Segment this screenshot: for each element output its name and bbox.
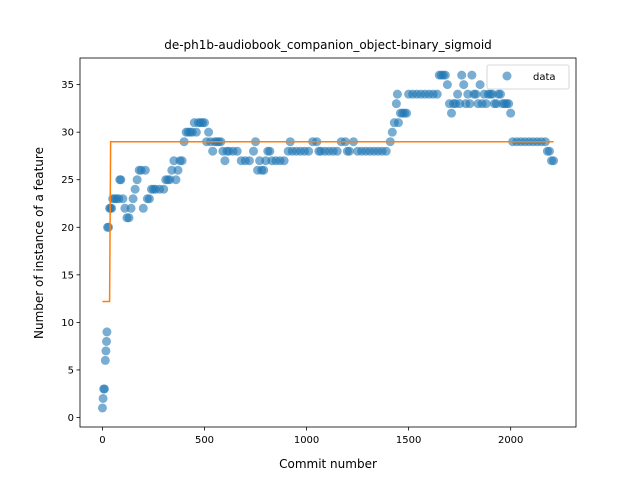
data-point [481, 99, 491, 109]
legend-marker [502, 71, 512, 81]
data-point [99, 384, 109, 394]
data-point [177, 156, 187, 166]
x-tick-label: 500 [195, 435, 214, 446]
data-point [471, 89, 481, 99]
data-point [259, 165, 269, 175]
data-point [495, 89, 505, 99]
data-point [467, 70, 477, 80]
data-point [144, 194, 154, 204]
data-point [97, 403, 107, 413]
data-point [132, 175, 142, 185]
legend-box [486, 64, 570, 90]
data-point [392, 89, 402, 99]
data-point [393, 118, 403, 128]
data-point [465, 99, 475, 109]
data-point [549, 156, 559, 166]
axis-layer: 0 500 1000 1500 2000 0 5 10 15 20 25 30 35 [61, 57, 577, 446]
fit-line [102, 140, 554, 303]
x-tick-label: 1000 [294, 435, 319, 446]
y-tick-label: 20 [61, 223, 74, 234]
data-point [232, 146, 242, 156]
y-tick-label: 35 [61, 80, 74, 91]
data-point [118, 194, 128, 204]
x-tick-label: 1500 [396, 435, 421, 446]
legend: data [486, 64, 570, 90]
data-point [130, 184, 140, 194]
data-point [387, 127, 397, 137]
data-point [124, 213, 134, 223]
data-point [391, 99, 401, 109]
data-point [100, 355, 110, 365]
data-point [457, 70, 467, 80]
data-point [453, 89, 463, 99]
data-point [126, 203, 136, 213]
y-tick-label: 30 [61, 128, 74, 139]
chart-title: de-ph1b-audiobook_companion_object-binar… [164, 38, 492, 52]
data-point [402, 108, 412, 118]
data-point [98, 393, 108, 403]
y-tick-label: 10 [61, 318, 74, 329]
data-point [440, 70, 450, 80]
data-point [544, 146, 554, 156]
x-tick-label: 2000 [498, 435, 523, 446]
data-point [102, 336, 112, 346]
data-point [279, 156, 289, 166]
data-layer [97, 70, 559, 413]
data-point [208, 146, 218, 156]
data-point [107, 203, 117, 213]
data-point [459, 80, 469, 90]
legend-entry-data: data [533, 72, 556, 83]
data-point [344, 146, 354, 156]
data-point [101, 346, 111, 356]
data-point [171, 175, 181, 185]
data-point [475, 80, 485, 90]
y-tick-label: 15 [61, 270, 74, 281]
x-tick-label: 0 [99, 435, 105, 446]
data-point [220, 156, 230, 166]
data-point [332, 146, 342, 156]
data-point [200, 118, 210, 128]
data-point [446, 108, 456, 118]
data-point [104, 222, 114, 232]
data-point [191, 127, 201, 137]
y-tick-label: 5 [68, 365, 74, 376]
y-tick-label: 25 [61, 175, 74, 186]
data-point [204, 127, 214, 137]
plot-frame [79, 57, 577, 428]
data-point [506, 108, 516, 118]
data-point [140, 165, 150, 175]
data-point [249, 146, 258, 156]
data-point [381, 146, 391, 156]
data-point [128, 194, 138, 204]
data-point [504, 99, 514, 109]
data-point [304, 146, 314, 156]
data-point [244, 156, 254, 166]
y-axis-label: Number of instance of a feature [32, 147, 46, 339]
x-axis-label: Commit number [279, 457, 377, 471]
data-point [432, 89, 442, 99]
data-point [159, 184, 169, 194]
data-point [173, 165, 183, 175]
data-point [116, 175, 126, 185]
data-point [138, 203, 148, 213]
y-tick-label: 0 [68, 413, 74, 424]
data-point [442, 80, 452, 90]
data-point [265, 146, 275, 156]
data-point [102, 327, 112, 337]
